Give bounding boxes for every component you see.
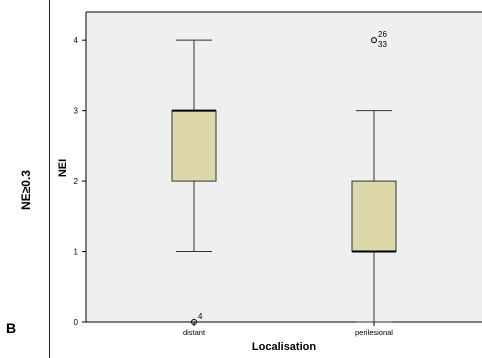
panel-divider xyxy=(49,0,50,358)
iqr-box xyxy=(351,180,397,253)
plot-area xyxy=(86,12,482,322)
x-tick-label: distant xyxy=(183,328,206,337)
y-tick-label: 3 xyxy=(74,107,79,116)
outlier-label: 4 xyxy=(198,312,203,321)
y-tick-label: 0 xyxy=(74,318,79,327)
x-axis-label: Localisation xyxy=(252,341,316,353)
y-ticks: 0 1 2 3 4 xyxy=(74,36,86,327)
x-tick-label: perilesional xyxy=(355,328,393,337)
outlier-label: 26 xyxy=(378,30,387,39)
panel-letter: B xyxy=(6,320,17,336)
y-tick-label: 2 xyxy=(74,177,79,186)
y-tick-label: 1 xyxy=(74,248,79,257)
y-axis-label: NEI xyxy=(57,159,69,177)
iqr-box xyxy=(171,110,217,182)
outlier-point xyxy=(371,37,377,44)
outlier-point xyxy=(191,319,197,325)
outlier-label: 33 xyxy=(378,40,387,49)
y-tick-label: 4 xyxy=(74,36,79,45)
